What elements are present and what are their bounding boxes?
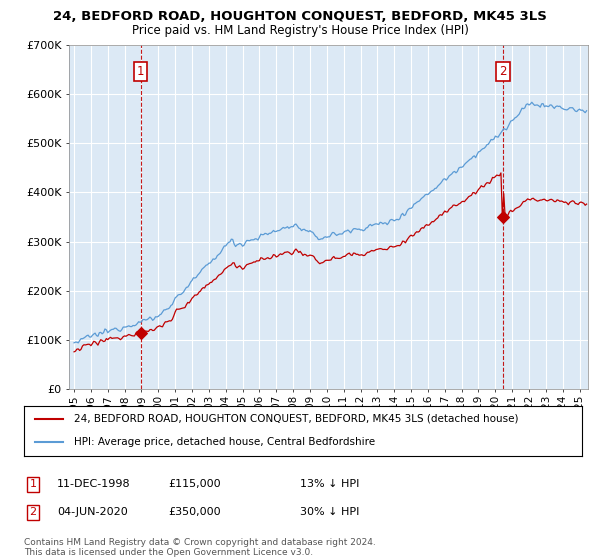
Text: 13% ↓ HPI: 13% ↓ HPI	[300, 479, 359, 489]
Text: HPI: Average price, detached house, Central Bedfordshire: HPI: Average price, detached house, Cent…	[74, 437, 376, 447]
Text: Contains HM Land Registry data © Crown copyright and database right 2024.
This d: Contains HM Land Registry data © Crown c…	[24, 538, 376, 557]
Text: 04-JUN-2020: 04-JUN-2020	[57, 507, 128, 517]
Point	[136, 328, 146, 337]
Text: 1: 1	[137, 66, 145, 78]
Text: 11-DEC-1998: 11-DEC-1998	[57, 479, 131, 489]
Text: 2: 2	[29, 507, 37, 517]
Text: 2: 2	[499, 66, 507, 78]
Text: £350,000: £350,000	[168, 507, 221, 517]
Text: Price paid vs. HM Land Registry's House Price Index (HPI): Price paid vs. HM Land Registry's House …	[131, 24, 469, 36]
Text: 1: 1	[29, 479, 37, 489]
Text: 30% ↓ HPI: 30% ↓ HPI	[300, 507, 359, 517]
Text: £115,000: £115,000	[168, 479, 221, 489]
Text: 24, BEDFORD ROAD, HOUGHTON CONQUEST, BEDFORD, MK45 3LS (detached house): 24, BEDFORD ROAD, HOUGHTON CONQUEST, BED…	[74, 414, 519, 423]
Text: 24, BEDFORD ROAD, HOUGHTON CONQUEST, BEDFORD, MK45 3LS: 24, BEDFORD ROAD, HOUGHTON CONQUEST, BED…	[53, 10, 547, 22]
Point	[498, 213, 508, 222]
